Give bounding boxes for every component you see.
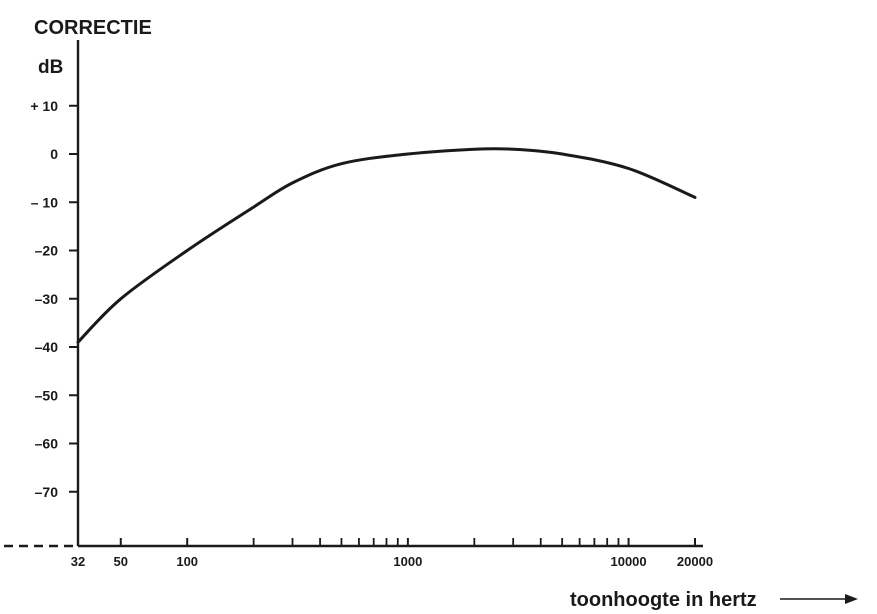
chart-title: CORRECTIE [34, 17, 152, 39]
x-tick-label: 50 [114, 554, 128, 569]
y-tick-label: –20 [35, 243, 59, 259]
y-axis-label: dB [38, 57, 63, 78]
y-tick-label: –30 [35, 291, 59, 307]
y-axis-ticks: + 10 0 – 10 –20 –30 –40 –50 –60 –70 [30, 98, 78, 500]
x-tick-label: 1000 [393, 554, 422, 569]
y-tick-label: –50 [35, 387, 59, 403]
x-tick-label: 100 [176, 554, 198, 569]
x-tick-label: 20000 [677, 554, 713, 569]
x-tick-label: 10000 [610, 554, 646, 569]
x-axis-title: toonhoogte in hertz [570, 589, 858, 611]
x-axis-label: toonhoogte in hertz [570, 589, 757, 611]
y-tick-label: + 10 [30, 98, 58, 114]
y-tick-label: –60 [35, 436, 59, 452]
y-tick-label: 0 [50, 146, 58, 162]
y-tick-label: –40 [35, 339, 59, 355]
correction-curve [76, 147, 697, 344]
axes [4, 40, 703, 548]
series-group [76, 147, 697, 344]
x-axis-ticks: 32 50 100 1000 10000 20000 [71, 538, 713, 569]
y-tick-label: –70 [35, 484, 59, 500]
y-tick-label: – 10 [31, 194, 58, 210]
x-tick-label: 32 [71, 554, 85, 569]
arrow-head-icon [845, 594, 858, 604]
